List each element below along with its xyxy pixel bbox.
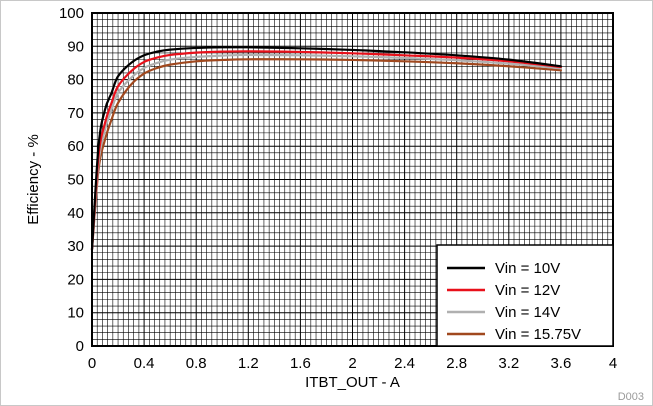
y-tick-label: 60 bbox=[67, 138, 84, 155]
series-line-4 bbox=[90, 58, 562, 251]
y-tick-label: 50 bbox=[67, 172, 84, 189]
series-line-3 bbox=[90, 53, 562, 251]
y-tick-label: 70 bbox=[67, 105, 84, 122]
legend-label-2: Vin = 12V bbox=[495, 282, 560, 299]
legend-label-4: Vin = 15.75V bbox=[495, 326, 581, 343]
y-tick-label: 40 bbox=[67, 205, 84, 222]
y-tick-label: 80 bbox=[67, 72, 84, 89]
x-tick-label: 1.2 bbox=[238, 355, 259, 372]
legend-label-3: Vin = 14V bbox=[495, 304, 560, 321]
x-tick-label: 2 bbox=[348, 355, 356, 372]
x-tick-label: 0.4 bbox=[134, 355, 155, 372]
legend: Vin = 10V Vin = 12V Vin = 14V Vin = 15.75V bbox=[436, 244, 614, 347]
y-axis-label: Efficiency - % bbox=[25, 134, 42, 225]
legend-label-1: Vin = 10V bbox=[495, 260, 560, 277]
y-tick-label: 100 bbox=[59, 5, 84, 22]
y-tick-label: 90 bbox=[67, 38, 84, 55]
legend-items: Vin = 10V Vin = 12V Vin = 14V Vin = 15.75V bbox=[447, 260, 581, 343]
x-axis-label: ITBT_OUT - A bbox=[305, 374, 400, 391]
y-tick-labels: 0 10 20 30 40 50 60 70 80 90 100 bbox=[59, 5, 84, 355]
figure-id: D003 bbox=[618, 391, 644, 403]
y-tick-label: 10 bbox=[67, 305, 84, 322]
series-line-1 bbox=[90, 46, 562, 251]
x-tick-labels: 0 0.4 0.8 1.2 1.6 2 2.4 2.8 3.2 3.6 4 bbox=[88, 355, 617, 372]
x-tick-label: 4 bbox=[609, 355, 617, 372]
grid-lines bbox=[92, 13, 613, 346]
plot-area-frame bbox=[91, 12, 614, 347]
y-tick-label: 30 bbox=[67, 238, 84, 255]
legend-box bbox=[436, 244, 614, 347]
y-tick-label: 0 bbox=[76, 338, 84, 355]
x-tick-label: 0 bbox=[88, 355, 96, 372]
x-tick-label: 3.6 bbox=[550, 355, 571, 372]
series-line-2 bbox=[90, 50, 562, 251]
y-tick-label: 20 bbox=[67, 271, 84, 288]
x-tick-label: 2.4 bbox=[394, 355, 415, 372]
x-tick-label: 2.8 bbox=[446, 355, 467, 372]
x-tick-label: 1.6 bbox=[290, 355, 311, 372]
x-tick-label: 0.8 bbox=[186, 355, 207, 372]
x-tick-label: 3.2 bbox=[498, 355, 519, 372]
series-lines bbox=[90, 46, 562, 251]
